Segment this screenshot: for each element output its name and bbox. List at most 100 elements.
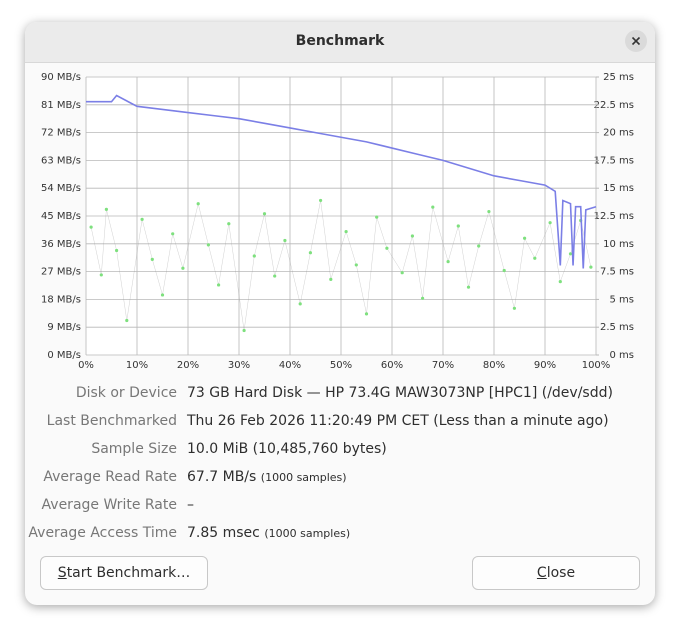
info-value: 7.85 msec (1000 samples) xyxy=(187,525,350,541)
value-text: 10.0 MiB (10,485,760 bytes) xyxy=(187,441,387,457)
access-point xyxy=(446,259,450,264)
access-point xyxy=(160,293,165,297)
access-point xyxy=(262,212,267,216)
value-text: 73 GB Hard Disk — HP 73.4G MAW3073NP [HP… xyxy=(187,385,613,401)
access-point xyxy=(104,207,108,211)
x-tick-label: 0% xyxy=(78,360,94,371)
x-tick-label: 40% xyxy=(279,360,301,371)
access-point xyxy=(466,285,471,289)
access-point xyxy=(171,232,175,236)
value-text: – xyxy=(187,497,194,513)
info-label: Last Benchmarked xyxy=(46,413,177,429)
access-point xyxy=(181,266,185,270)
x-tick-label: 90% xyxy=(534,360,556,371)
info-label: Sample Size xyxy=(91,441,177,457)
y2-tick-label: 17.5 ms xyxy=(594,155,634,166)
close-button[interactable] xyxy=(625,30,647,52)
y2-tick-label: 20 ms xyxy=(603,128,634,139)
access-point xyxy=(125,318,129,323)
access-point xyxy=(533,256,537,260)
access-point xyxy=(196,202,200,206)
access-point xyxy=(99,273,103,277)
y2-tick-label: 0 ms xyxy=(610,350,635,361)
x-tick-label: 60% xyxy=(381,360,403,371)
start-button[interactable]: Start Benchmark… xyxy=(40,556,208,590)
y2-tick-label: 22.5 ms xyxy=(594,100,634,111)
info-value: 10.0 MiB (10,485,760 bytes) xyxy=(187,441,387,457)
access-point xyxy=(115,248,119,253)
y2-tick-label: 5 ms xyxy=(610,294,635,305)
close-icon xyxy=(631,36,641,46)
y-tick-label: 90 MB/s xyxy=(41,72,81,83)
access-point xyxy=(227,222,231,226)
access-point xyxy=(283,238,287,243)
info-value: – xyxy=(187,497,194,513)
dialog-title: Benchmark xyxy=(295,33,385,49)
info-value: 67.7 MB/s (1000 samples) xyxy=(187,469,347,485)
access-point xyxy=(502,268,506,273)
access-point xyxy=(589,265,593,269)
x-tick-label: 50% xyxy=(330,360,352,371)
y-tick-label: 54 MB/s xyxy=(41,183,81,194)
y-tick-label: 81 MB/s xyxy=(41,100,81,111)
y2-tick-label: 25 ms xyxy=(603,72,634,83)
access-point xyxy=(206,243,210,247)
y-tick-label: 36 MB/s xyxy=(41,239,81,250)
y2-tick-label: 15 ms xyxy=(603,183,634,194)
read-rate-line xyxy=(86,94,597,269)
info-label: Disk or Device xyxy=(75,385,177,401)
y-tick-label: 72 MB/s xyxy=(41,128,81,139)
access-point xyxy=(410,234,414,238)
access-point xyxy=(298,302,302,306)
access-point xyxy=(319,198,323,203)
access-point xyxy=(364,312,369,316)
info-value: Thu 26 Feb 2026 11:20:49 PM CET (Less th… xyxy=(187,413,609,429)
access-point xyxy=(344,229,348,234)
x-tick-label: 80% xyxy=(483,360,505,371)
value-text: Thu 26 Feb 2026 11:20:49 PM CET (Less th… xyxy=(187,413,609,429)
y-tick-label: 63 MB/s xyxy=(41,155,81,166)
y-tick-label: 18 MB/s xyxy=(41,294,81,305)
info-label: Average Write Rate xyxy=(41,497,177,513)
x-tick-label: 10% xyxy=(126,360,148,371)
y-tick-label: 9 MB/s xyxy=(47,322,81,333)
access-point xyxy=(385,246,389,250)
chart: 0 MB/s 9 MB/s 18 MB/s 27 MB/s 36 MB/s 45 MB/s… xyxy=(41,72,635,371)
access-point xyxy=(421,296,425,300)
access-point xyxy=(354,263,358,267)
access-point xyxy=(329,277,333,281)
y-tick-label: 27 MB/s xyxy=(41,267,81,278)
y2-tick-label: 7.5 ms xyxy=(600,267,634,278)
access-point xyxy=(477,244,481,248)
close-dialog-button[interactable]: Close xyxy=(472,556,640,590)
value-note: (1000 samples) xyxy=(264,527,351,540)
access-point xyxy=(512,306,517,310)
x-tick-label: 100% xyxy=(582,360,611,371)
titlebar: Benchmark xyxy=(25,22,655,63)
access-point xyxy=(558,280,562,284)
value-text: 7.85 msec xyxy=(187,525,260,541)
access-point xyxy=(140,217,144,221)
access-point xyxy=(150,257,154,261)
access-point xyxy=(217,283,221,287)
access-point xyxy=(252,254,256,258)
access-point xyxy=(308,251,312,255)
seek-path xyxy=(90,200,592,331)
access-point xyxy=(548,221,552,225)
access-point xyxy=(431,205,435,209)
y2-tick-label: 2.5 ms xyxy=(600,322,634,333)
x-tick-label: 20% xyxy=(177,360,199,371)
info-value: 73 GB Hard Disk — HP 73.4G MAW3073NP [HP… xyxy=(187,385,613,401)
value-note: (1000 samples) xyxy=(260,471,347,484)
access-point xyxy=(400,271,404,275)
y-tick-label: 45 MB/s xyxy=(41,211,81,222)
y2-tick-label: 10 ms xyxy=(603,239,634,250)
button-label: Close xyxy=(536,565,576,581)
info-label: Average Access Time xyxy=(28,525,177,541)
x-tick-label: 30% xyxy=(228,360,250,371)
access-point xyxy=(89,225,93,229)
access-point xyxy=(375,215,379,219)
access-point xyxy=(568,252,573,256)
y2-tick-label: 12.5 ms xyxy=(594,211,634,222)
